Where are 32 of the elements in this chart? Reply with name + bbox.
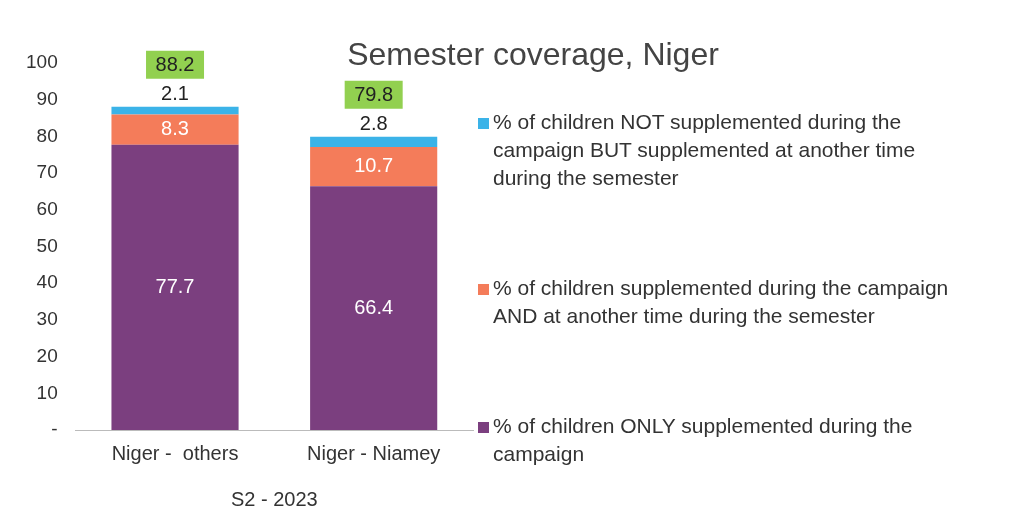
y-tick-label: 60 — [36, 198, 58, 220]
data-label: 77.7 — [155, 274, 195, 297]
y-tick-label: 20 — [36, 344, 58, 366]
data-label: 66.4 — [354, 295, 394, 318]
data-label: 8.3 — [161, 117, 189, 140]
y-tick-label: 40 — [36, 271, 58, 293]
y-tick-label: 90 — [36, 87, 58, 109]
bar — [111, 144, 239, 430]
total-label: 79.8 — [354, 83, 394, 106]
data-label: 2.1 — [161, 82, 189, 105]
y-tick-label: - — [51, 418, 58, 440]
bar — [111, 114, 239, 145]
x-tick-label: Niger - others — [111, 441, 239, 464]
y-tick-label: 10 — [36, 381, 58, 403]
bar — [310, 147, 438, 187]
text: S2 - 2023 — [230, 487, 318, 510]
y-tick-label: 80 — [36, 124, 58, 146]
y-tick-label: 100 — [26, 51, 58, 73]
x-tick-label: Niger - Niamey — [307, 441, 441, 464]
legend-label: % of children supplemented during the campaign AND at another time during the semester — [493, 275, 950, 329]
total-label: 88.2 — [155, 53, 195, 76]
y-tick-label: 70 — [36, 161, 58, 183]
bar — [310, 186, 438, 430]
data-label: 10.7 — [354, 154, 394, 177]
data-label: 2.8 — [359, 112, 388, 135]
legend-label: % of children ONLY supplemented during the campaign — [493, 413, 914, 467]
bar — [310, 136, 438, 148]
chart-title: Semester coverage, Niger — [346, 36, 720, 73]
bar — [111, 106, 239, 115]
legend-label: % of children NOT supplemented during the campaign BUT supplemented at another time during the semester — [493, 109, 917, 191]
y-tick-label: 50 — [36, 234, 58, 256]
y-tick-label: 30 — [36, 308, 58, 330]
